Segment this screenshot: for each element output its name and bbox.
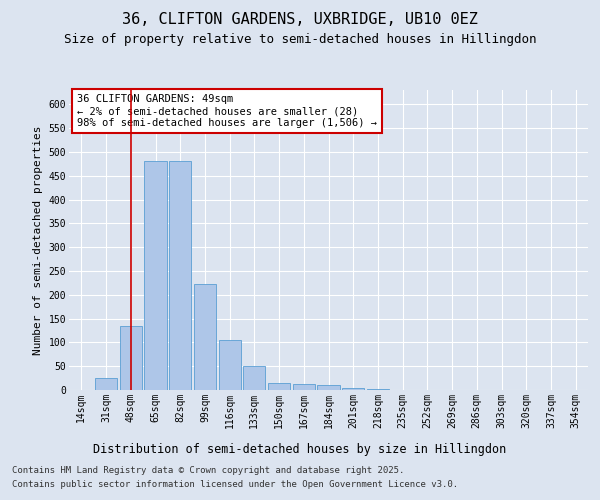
Text: 36, CLIFTON GARDENS, UXBRIDGE, UB10 0EZ: 36, CLIFTON GARDENS, UXBRIDGE, UB10 0EZ (122, 12, 478, 28)
Bar (169, 162, 191, 390)
Bar (145, 162, 167, 390)
Text: Contains public sector information licensed under the Open Government Licence v3: Contains public sector information licen… (12, 480, 458, 489)
Text: Size of property relative to semi-detached houses in Hillingdon: Size of property relative to semi-detach… (64, 32, 536, 46)
Bar (194, 284, 216, 390)
Text: Distribution of semi-detached houses by size in Hillingdon: Distribution of semi-detached houses by … (94, 442, 506, 456)
Bar (293, 384, 315, 390)
Text: 36 CLIFTON GARDENS: 49sqm
← 2% of semi-detached houses are smaller (28)
98% of s: 36 CLIFTON GARDENS: 49sqm ← 2% of semi-d… (77, 94, 377, 128)
Bar (243, 366, 265, 390)
Bar (367, 388, 389, 390)
Bar (317, 385, 340, 390)
Bar (95, 378, 117, 390)
Bar (268, 383, 290, 390)
Text: Contains HM Land Registry data © Crown copyright and database right 2025.: Contains HM Land Registry data © Crown c… (12, 466, 404, 475)
Y-axis label: Number of semi-detached properties: Number of semi-detached properties (33, 125, 43, 355)
Bar (119, 326, 142, 390)
Bar (342, 388, 364, 390)
Bar (218, 340, 241, 390)
